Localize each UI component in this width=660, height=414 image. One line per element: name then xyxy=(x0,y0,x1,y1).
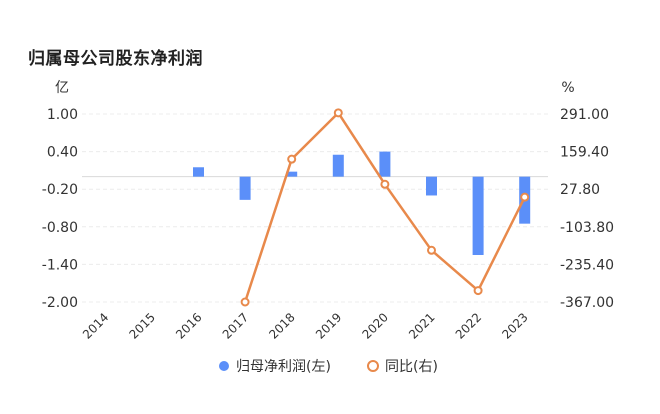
legend-bar-label: 归母净利润(左) xyxy=(236,358,331,375)
legend-bar-marker xyxy=(219,361,229,371)
left-axis-unit: 亿 xyxy=(55,80,69,96)
yoy-point-2018 xyxy=(287,154,297,164)
bar-2017 xyxy=(239,176,251,200)
x-axis-labels: 2014 2015 2016 2017 2018 2019 2020 2021 2022 2023 xyxy=(80,310,531,341)
x-tick-label: 2022 xyxy=(453,310,484,341)
yoy-point-2022 xyxy=(473,286,483,296)
bar-2018 xyxy=(286,171,298,177)
left-tick-label: -0.20 xyxy=(42,182,78,198)
yoy-point-2023 xyxy=(520,192,530,202)
right-tick-label: 159.40 xyxy=(560,145,609,161)
left-axis-ticks: 1.00 0.40 -0.20 -0.80 -1.40 -2.00 xyxy=(42,107,78,311)
left-tick-label: -0.80 xyxy=(42,220,78,236)
gridlines xyxy=(82,113,548,303)
bar-2022 xyxy=(472,176,484,255)
left-tick-label: -2.00 xyxy=(42,295,78,311)
x-tick-label: 2018 xyxy=(266,310,297,341)
x-tick-label: 2014 xyxy=(80,310,111,341)
bar-series xyxy=(193,151,531,255)
yoy-point-2019 xyxy=(333,108,343,118)
x-tick-label: 2019 xyxy=(313,310,344,341)
x-tick-label: 2016 xyxy=(173,310,204,341)
yoy-point-2020 xyxy=(380,179,390,189)
bar-2020 xyxy=(379,151,391,177)
legend-line-label: 同比(右) xyxy=(385,359,438,375)
right-tick-label: -235.40 xyxy=(560,257,614,273)
x-tick-label: 2021 xyxy=(406,310,437,341)
left-tick-label: -1.40 xyxy=(42,257,78,273)
chart-title: 归属母公司股东净利润 xyxy=(28,49,203,69)
bar-2021 xyxy=(426,176,437,196)
yoy-point-2021 xyxy=(427,245,436,255)
left-tick-label: 1.00 xyxy=(47,107,78,123)
x-tick-label: 2020 xyxy=(360,310,391,341)
yoy-point-2017 xyxy=(240,297,250,307)
right-tick-label: -367.00 xyxy=(560,295,614,311)
x-tick-label: 2015 xyxy=(127,310,158,341)
bar-2016 xyxy=(193,167,204,177)
x-tick-label: 2017 xyxy=(220,310,251,341)
right-tick-label: -103.80 xyxy=(560,220,614,236)
left-tick-label: 0.40 xyxy=(47,145,78,161)
legend-line-marker xyxy=(367,360,379,372)
right-tick-label: 27.80 xyxy=(560,182,600,198)
legend: 归母净利润(左) 同比(右) xyxy=(219,358,438,375)
right-tick-label: 291.00 xyxy=(560,107,609,123)
right-axis-ticks: 291.00 159.40 27.80 -103.80 -235.40 -367.00 xyxy=(560,107,614,311)
x-tick-label: 2023 xyxy=(499,310,530,341)
bar-2019 xyxy=(332,154,344,177)
line-series xyxy=(240,108,530,307)
right-axis-unit: % xyxy=(561,80,574,96)
